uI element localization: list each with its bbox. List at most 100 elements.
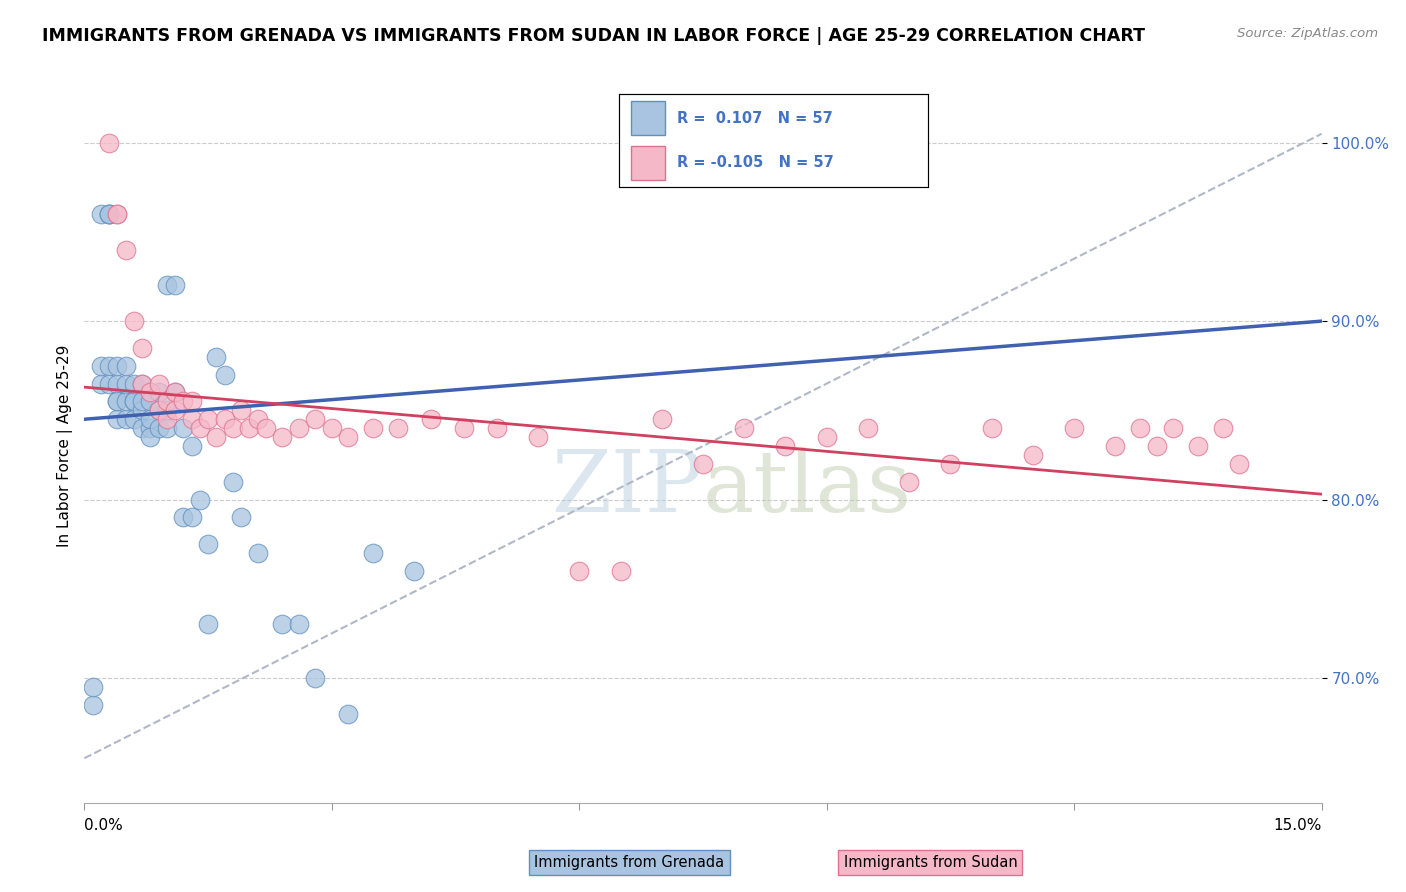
Point bbox=[229, 510, 252, 524]
Point bbox=[337, 430, 360, 444]
Point bbox=[180, 394, 202, 409]
Point bbox=[122, 412, 145, 426]
Point bbox=[98, 207, 121, 221]
Point bbox=[122, 376, 145, 391]
Point bbox=[131, 421, 153, 435]
Point bbox=[188, 492, 211, 507]
Point bbox=[180, 439, 202, 453]
Point bbox=[122, 314, 145, 328]
Point bbox=[197, 537, 219, 551]
Point bbox=[271, 430, 294, 444]
Point bbox=[527, 430, 550, 444]
Point bbox=[898, 475, 921, 489]
Point bbox=[815, 430, 838, 444]
Point bbox=[1063, 421, 1085, 435]
FancyBboxPatch shape bbox=[631, 101, 665, 135]
Point bbox=[222, 475, 245, 489]
Point bbox=[165, 385, 187, 400]
Point bbox=[1104, 439, 1126, 453]
Point bbox=[98, 207, 121, 221]
Point bbox=[1227, 457, 1250, 471]
Text: R =  0.107   N = 57: R = 0.107 N = 57 bbox=[678, 111, 834, 126]
Text: 15.0%: 15.0% bbox=[1274, 818, 1322, 832]
Point bbox=[131, 394, 153, 409]
Point bbox=[733, 421, 755, 435]
Point bbox=[288, 617, 311, 632]
Point bbox=[404, 564, 426, 578]
Point bbox=[165, 403, 187, 417]
Point bbox=[288, 421, 311, 435]
Point bbox=[156, 278, 179, 293]
Point bbox=[692, 457, 714, 471]
Text: Immigrants from Sudan: Immigrants from Sudan bbox=[844, 855, 1018, 870]
Point bbox=[939, 457, 962, 471]
Point bbox=[148, 403, 170, 417]
Point bbox=[197, 412, 219, 426]
Text: ZIP: ZIP bbox=[551, 447, 703, 531]
Point bbox=[148, 376, 170, 391]
Point bbox=[609, 564, 631, 578]
Point bbox=[105, 394, 128, 409]
Point bbox=[361, 546, 384, 560]
Point bbox=[205, 350, 228, 364]
Point bbox=[361, 421, 384, 435]
Point bbox=[114, 359, 136, 373]
Point bbox=[156, 403, 179, 417]
Point bbox=[453, 421, 475, 435]
Point bbox=[387, 421, 409, 435]
Point bbox=[188, 421, 211, 435]
Point bbox=[172, 421, 194, 435]
Point bbox=[98, 359, 121, 373]
Point bbox=[156, 394, 179, 409]
Point bbox=[337, 706, 360, 721]
Point bbox=[485, 421, 508, 435]
Point bbox=[205, 430, 228, 444]
Point bbox=[172, 510, 194, 524]
Text: 0.0%: 0.0% bbox=[84, 818, 124, 832]
Point bbox=[105, 394, 128, 409]
Point bbox=[180, 510, 202, 524]
Point bbox=[114, 243, 136, 257]
Point bbox=[1129, 421, 1152, 435]
Text: Source: ZipAtlas.com: Source: ZipAtlas.com bbox=[1237, 27, 1378, 40]
Text: Immigrants from Grenada: Immigrants from Grenada bbox=[534, 855, 724, 870]
Point bbox=[246, 412, 269, 426]
Text: R = -0.105   N = 57: R = -0.105 N = 57 bbox=[678, 155, 834, 170]
Point bbox=[139, 394, 162, 409]
Point bbox=[214, 368, 236, 382]
Text: atlas: atlas bbox=[703, 447, 912, 531]
Point bbox=[139, 385, 162, 400]
Point bbox=[568, 564, 591, 578]
Point bbox=[271, 617, 294, 632]
Point bbox=[114, 394, 136, 409]
Point bbox=[980, 421, 1002, 435]
Point bbox=[165, 385, 187, 400]
Point bbox=[229, 403, 252, 417]
Point bbox=[105, 412, 128, 426]
Point bbox=[131, 376, 153, 391]
Point bbox=[90, 359, 112, 373]
Point bbox=[122, 394, 145, 409]
Y-axis label: In Labor Force | Age 25-29: In Labor Force | Age 25-29 bbox=[58, 345, 73, 547]
Point bbox=[98, 376, 121, 391]
Point bbox=[148, 403, 170, 417]
FancyBboxPatch shape bbox=[631, 146, 665, 180]
Point bbox=[1161, 421, 1184, 435]
Point bbox=[222, 421, 245, 435]
Point bbox=[165, 278, 187, 293]
Point bbox=[114, 376, 136, 391]
Point bbox=[90, 376, 112, 391]
Point bbox=[148, 385, 170, 400]
Point bbox=[214, 412, 236, 426]
Point bbox=[651, 412, 673, 426]
Point bbox=[254, 421, 277, 435]
Point bbox=[82, 698, 104, 712]
Point bbox=[197, 617, 219, 632]
Point bbox=[139, 412, 162, 426]
Point bbox=[246, 546, 269, 560]
Point bbox=[419, 412, 441, 426]
Point bbox=[304, 412, 326, 426]
Point bbox=[775, 439, 797, 453]
Point bbox=[238, 421, 260, 435]
Point bbox=[1146, 439, 1168, 453]
